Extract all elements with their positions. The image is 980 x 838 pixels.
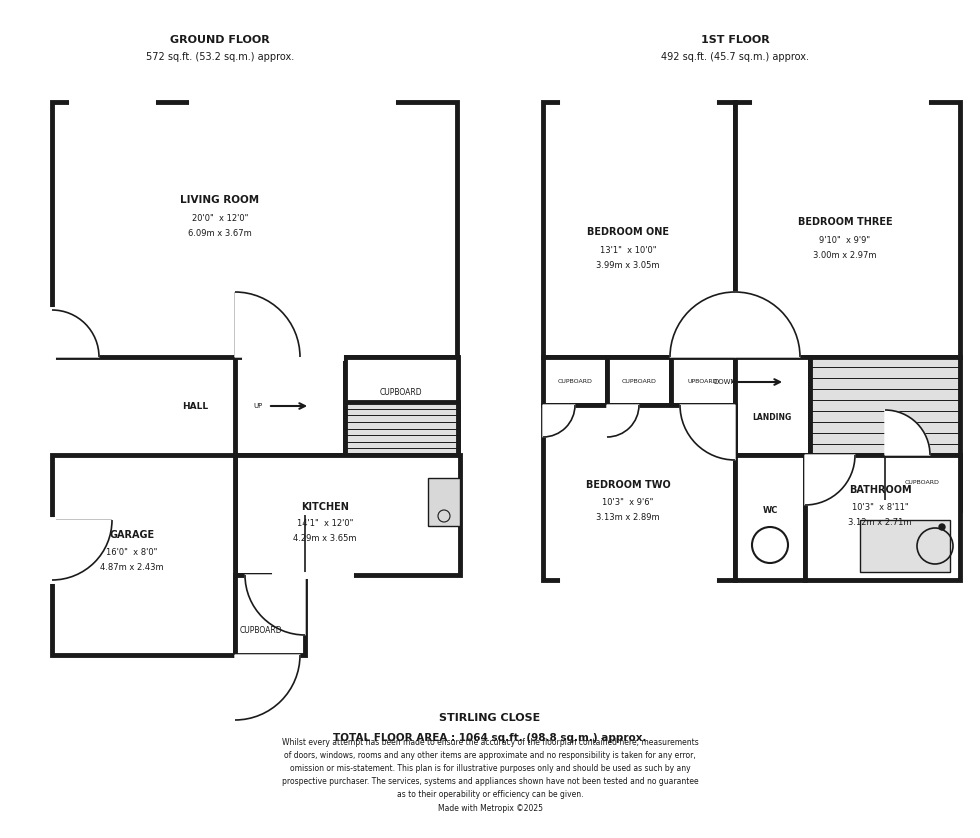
Wedge shape bbox=[670, 292, 735, 357]
Text: 16'0"  x 8'0": 16'0" x 8'0" bbox=[106, 547, 158, 556]
Text: BEDROOM THREE: BEDROOM THREE bbox=[798, 217, 893, 227]
Text: 492 sq.ft. (45.7 sq.m.) approx.: 492 sq.ft. (45.7 sq.m.) approx. bbox=[661, 52, 809, 62]
Bar bbox=[735, 568, 805, 580]
Bar bbox=[52, 455, 235, 655]
Text: CUPBOARD: CUPBOARD bbox=[240, 625, 282, 634]
Bar bbox=[235, 575, 305, 655]
Text: 6.09m x 3.67m: 6.09m x 3.67m bbox=[188, 229, 252, 237]
Bar bbox=[543, 405, 735, 580]
Bar bbox=[345, 402, 458, 455]
Bar bbox=[330, 460, 375, 540]
Text: UPBOARD: UPBOARD bbox=[688, 379, 718, 384]
Text: UP: UP bbox=[254, 403, 263, 409]
Text: BATHROOM: BATHROOM bbox=[849, 485, 911, 495]
Text: 4.29m x 3.65m: 4.29m x 3.65m bbox=[293, 534, 357, 542]
Bar bbox=[235, 460, 275, 540]
Text: 572 sq.ft. (53.2 sq.m.) approx.: 572 sq.ft. (53.2 sq.m.) approx. bbox=[146, 52, 294, 62]
Text: CUPBOARD: CUPBOARD bbox=[905, 479, 940, 484]
Text: LANDING: LANDING bbox=[753, 412, 792, 422]
Text: HALL: HALL bbox=[182, 401, 208, 411]
Wedge shape bbox=[543, 405, 575, 437]
Text: 3.12m x 2.71m: 3.12m x 2.71m bbox=[849, 518, 911, 526]
Text: STIRLING CLOSE: STIRLING CLOSE bbox=[439, 713, 541, 723]
Text: 3.00m x 2.97m: 3.00m x 2.97m bbox=[813, 251, 877, 260]
Text: Whilst every attempt has been made to ensure the accuracy of the floorplan conta: Whilst every attempt has been made to en… bbox=[281, 737, 699, 813]
Wedge shape bbox=[885, 410, 930, 455]
Wedge shape bbox=[607, 405, 639, 437]
Wedge shape bbox=[52, 310, 99, 357]
Bar bbox=[235, 455, 460, 575]
Bar bbox=[543, 357, 607, 405]
Text: CUPBOARD: CUPBOARD bbox=[558, 379, 593, 384]
Bar bbox=[805, 565, 960, 580]
Text: 1ST FLOOR: 1ST FLOOR bbox=[701, 35, 769, 45]
Bar bbox=[671, 357, 735, 405]
Bar bbox=[52, 102, 457, 357]
Text: 10'3"  x 8'11": 10'3" x 8'11" bbox=[852, 503, 908, 511]
Text: 10'3"  x 9'6": 10'3" x 9'6" bbox=[603, 498, 654, 506]
Wedge shape bbox=[735, 292, 800, 357]
Bar bbox=[413, 460, 460, 540]
Wedge shape bbox=[52, 520, 112, 580]
Text: BEDROOM ONE: BEDROOM ONE bbox=[587, 227, 669, 237]
Wedge shape bbox=[235, 655, 300, 720]
Bar bbox=[885, 455, 960, 510]
Bar bbox=[810, 357, 960, 455]
Text: WC: WC bbox=[762, 505, 778, 515]
Text: 3.99m x 3.05m: 3.99m x 3.05m bbox=[596, 261, 660, 270]
Bar bbox=[735, 455, 805, 580]
Bar bbox=[543, 102, 735, 357]
Bar bbox=[735, 102, 960, 357]
Wedge shape bbox=[245, 575, 305, 635]
Bar bbox=[428, 478, 460, 526]
Wedge shape bbox=[680, 405, 735, 460]
Text: 3.13m x 2.89m: 3.13m x 2.89m bbox=[596, 513, 660, 521]
Text: DOWN: DOWN bbox=[713, 379, 736, 385]
Text: GARAGE: GARAGE bbox=[110, 530, 155, 540]
Text: GROUND FLOOR: GROUND FLOOR bbox=[171, 35, 270, 45]
Text: 4.87m x 2.43m: 4.87m x 2.43m bbox=[100, 562, 164, 572]
Bar bbox=[860, 520, 950, 572]
Wedge shape bbox=[235, 292, 300, 357]
Text: LIVING ROOM: LIVING ROOM bbox=[180, 195, 260, 205]
Text: 13'1"  x 10'0": 13'1" x 10'0" bbox=[600, 246, 657, 255]
Wedge shape bbox=[805, 455, 855, 505]
Text: 20'0"  x 12'0": 20'0" x 12'0" bbox=[192, 214, 248, 223]
Bar bbox=[607, 357, 671, 405]
Text: 9'10"  x 9'9": 9'10" x 9'9" bbox=[819, 235, 870, 245]
Bar bbox=[735, 357, 810, 455]
Text: CUPBOARD: CUPBOARD bbox=[379, 387, 422, 396]
Text: BEDROOM TWO: BEDROOM TWO bbox=[586, 480, 670, 490]
Text: KITCHEN: KITCHEN bbox=[301, 502, 349, 512]
Text: CUPBOARD: CUPBOARD bbox=[621, 379, 657, 384]
Text: 14'1"  x 12'0": 14'1" x 12'0" bbox=[297, 519, 353, 527]
Circle shape bbox=[939, 524, 945, 530]
Bar bbox=[345, 357, 458, 455]
Bar bbox=[805, 455, 960, 580]
Bar bbox=[543, 568, 735, 580]
Text: TOTAL FLOOR AREA : 1064 sq.ft. (98.8 sq.m.) approx.: TOTAL FLOOR AREA : 1064 sq.ft. (98.8 sq.… bbox=[333, 733, 647, 743]
Bar bbox=[235, 357, 345, 455]
